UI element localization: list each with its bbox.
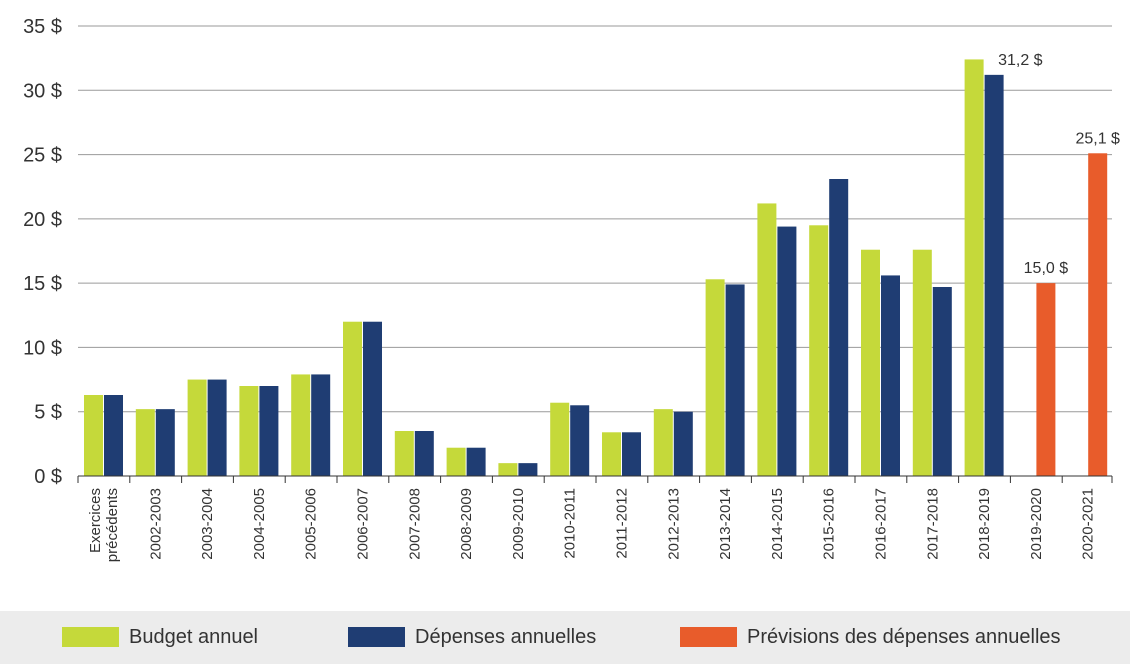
- bar: [777, 226, 797, 476]
- legend-item-depenses: Dépenses annuelles: [348, 625, 596, 649]
- x-tick-label: 2017-2018: [924, 488, 941, 560]
- legend: Budget annuel Dépenses annuelles Prévisi…: [0, 611, 1130, 664]
- bar: [809, 225, 829, 476]
- bar: [932, 287, 952, 476]
- x-tick-label: 2010-2011: [562, 488, 579, 559]
- bar: [673, 411, 693, 476]
- x-tick-label: 2020-2021: [1080, 488, 1097, 560]
- bar: [414, 431, 434, 476]
- bar: [239, 386, 259, 476]
- bar: [829, 179, 849, 476]
- x-tick-label: précédents: [104, 488, 121, 562]
- bar: [363, 321, 382, 476]
- bar: [187, 379, 207, 476]
- bar: [1088, 153, 1108, 477]
- bar: [259, 386, 279, 476]
- bar: [757, 203, 777, 476]
- y-tick-label: 15 $: [23, 273, 62, 295]
- bar: [912, 249, 932, 476]
- x-tick-label: 2019-2020: [1028, 488, 1045, 560]
- legend-swatch-budget: [62, 627, 119, 647]
- x-tick-label: 2007-2008: [406, 488, 423, 560]
- bar-chart: 0 $ 5 $ 10 $ 15 $ 20 $ 25 $ 30 $ 35 $ 31,2 $ 15,…: [23, 16, 1120, 562]
- x-tick-label: 2003-2004: [199, 488, 216, 560]
- x-tick-label: 2004-2005: [251, 488, 268, 560]
- y-tick-label: 0 $: [34, 466, 62, 488]
- data-labels: 31,2 $ 15,0 $ 25,1 $: [998, 52, 1120, 277]
- bar: [207, 379, 227, 476]
- bar: [705, 279, 725, 476]
- bar: [84, 395, 103, 476]
- x-tick-label: 2012-2013: [665, 488, 682, 560]
- x-tick-label: 2014-2015: [769, 488, 786, 560]
- y-axis: 0 $ 5 $ 10 $ 15 $ 20 $ 25 $ 30 $ 35 $: [23, 16, 62, 488]
- gridlines: [78, 25, 1112, 413]
- bar: [343, 321, 362, 476]
- bar: [466, 447, 486, 476]
- x-tick-label: 2008-2009: [458, 488, 475, 560]
- x-tick-label: 2006-2007: [355, 488, 372, 560]
- legend-swatch-previsions: [680, 627, 737, 647]
- bar: [498, 463, 518, 476]
- bar: [881, 275, 900, 476]
- bar: [394, 431, 414, 476]
- legend-item-budget: Budget annuel: [62, 625, 258, 649]
- bar: [570, 405, 590, 476]
- bar: [725, 284, 745, 476]
- y-tick-label: 20 $: [23, 209, 62, 231]
- x-axis: Exercices précédents 2002-2003 2003-2004 200…: [77, 475, 1113, 562]
- x-tick-label: 2016-2017: [873, 488, 890, 560]
- bar: [311, 374, 331, 476]
- bar: [104, 395, 123, 476]
- legend-label-depenses: Dépenses annuelles: [415, 625, 597, 648]
- x-tick-label: 2018-2019: [976, 488, 993, 560]
- legend-item-previsions: Prévisions des dépenses annuelles: [680, 625, 1061, 649]
- bar: [861, 249, 880, 476]
- legend-label-previsions: Prévisions des dépenses annuelles: [747, 625, 1061, 648]
- bar: [446, 447, 466, 476]
- bar: [964, 59, 984, 477]
- x-tick-label: 2005-2006: [303, 488, 320, 560]
- data-label: 31,2 $: [998, 52, 1043, 69]
- bar: [135, 409, 155, 476]
- bar: [602, 432, 621, 476]
- legend-swatch-depenses: [348, 627, 405, 647]
- x-tick-label: 2002-2003: [147, 488, 164, 560]
- bar: [653, 409, 673, 476]
- x-tick-label: Exercices: [87, 488, 104, 553]
- x-tick-label: 2011-2012: [614, 488, 631, 559]
- data-label: 15,0 $: [1024, 260, 1069, 277]
- bar: [518, 463, 538, 476]
- bar: [622, 432, 641, 476]
- y-tick-label: 30 $: [23, 80, 62, 102]
- data-label: 25,1 $: [1075, 130, 1120, 147]
- bar: [155, 409, 175, 476]
- bars: [84, 59, 1108, 477]
- bar: [291, 374, 311, 476]
- legend-label-budget: Budget annuel: [129, 625, 259, 648]
- x-tick-label: 2013-2014: [717, 488, 734, 560]
- bar: [1036, 283, 1056, 476]
- y-tick-label: 10 $: [23, 337, 62, 359]
- bar: [984, 74, 1004, 476]
- y-tick-label: 25 $: [23, 145, 62, 167]
- bar: [550, 402, 570, 476]
- x-tick-label: 2009-2010: [510, 488, 527, 560]
- y-tick-label: 5 $: [34, 402, 62, 424]
- x-tick-label: 2015-2016: [821, 488, 838, 560]
- y-tick-label: 35 $: [23, 16, 62, 38]
